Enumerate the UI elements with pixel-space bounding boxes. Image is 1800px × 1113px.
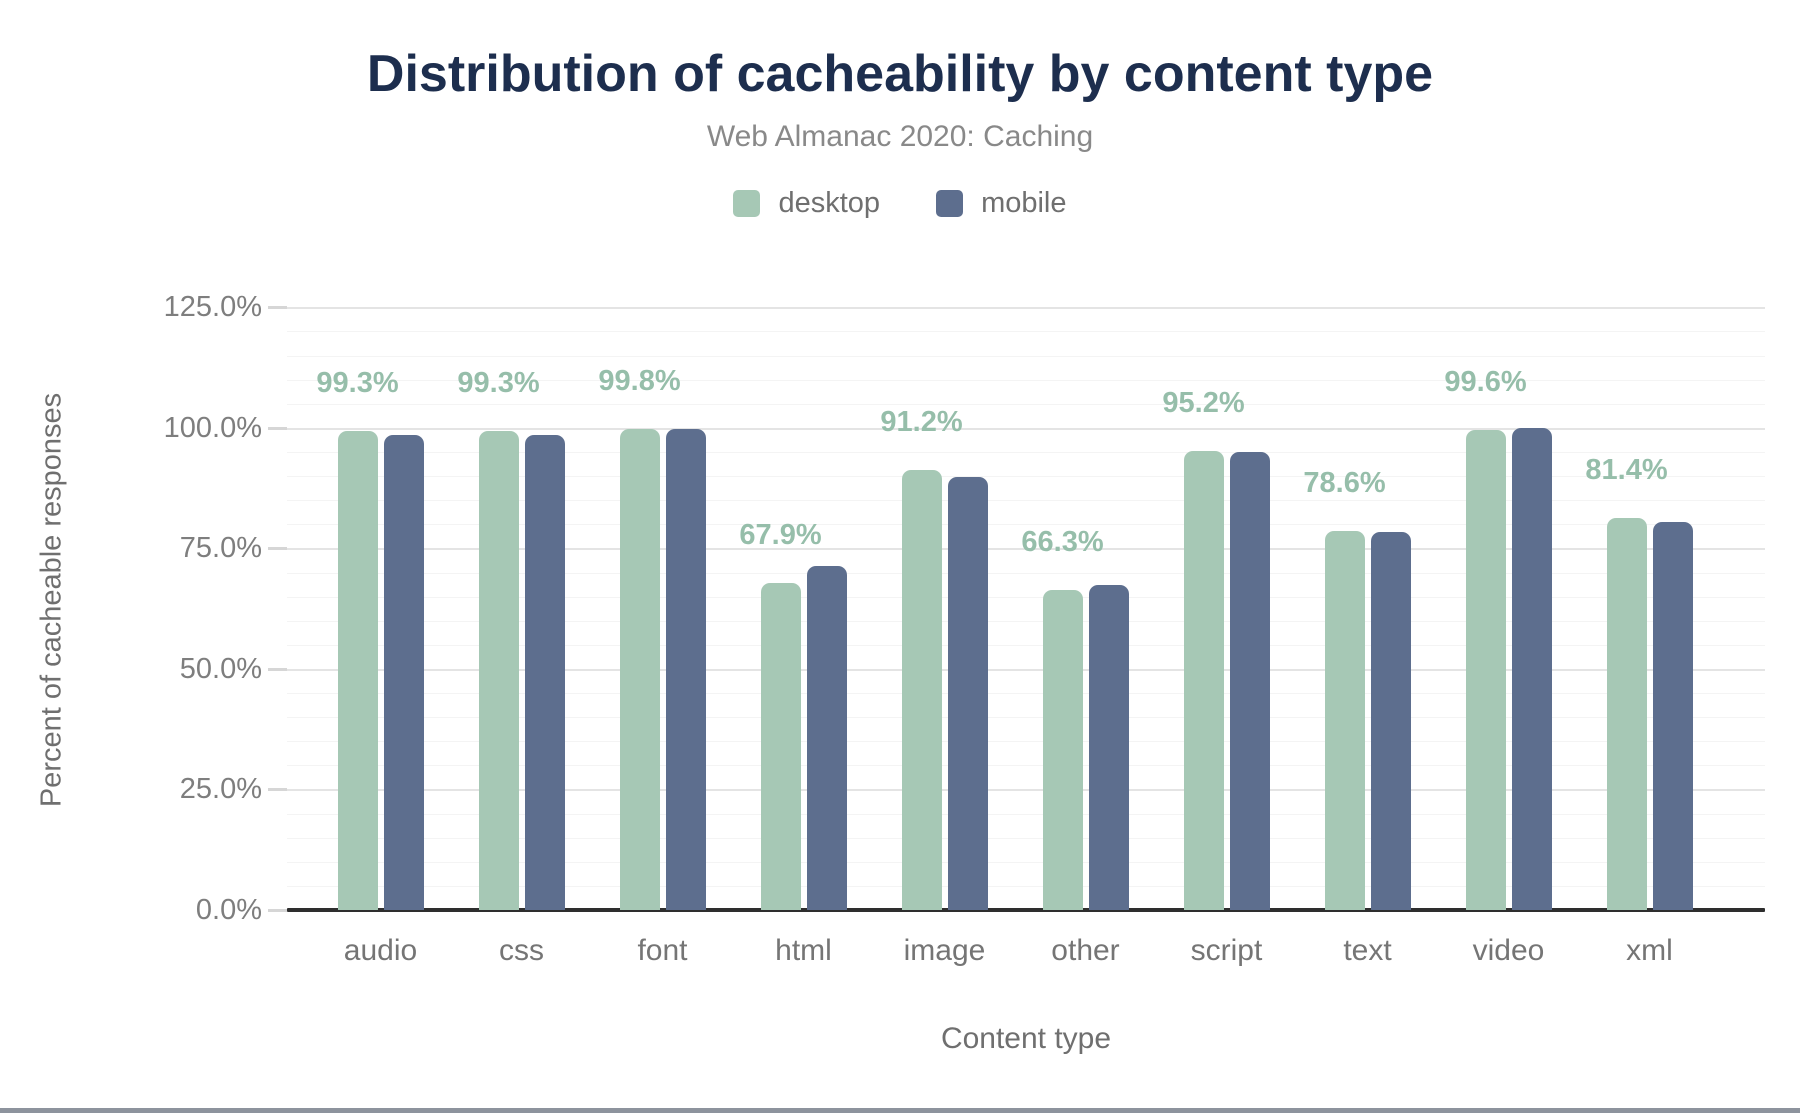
bar-value-label-other: 66.3% — [1021, 526, 1104, 559]
gridline-major — [287, 307, 1765, 310]
legend-label-mobile: mobile — [981, 186, 1067, 219]
bar-value-label-audio: 99.3% — [316, 367, 399, 400]
bar-mobile-image — [947, 477, 988, 910]
gridline-minor — [287, 524, 1765, 526]
bar-mobile-text — [1370, 531, 1411, 910]
gridline-minor — [287, 693, 1765, 695]
x-axis-line — [287, 908, 1765, 912]
gridline-minor — [287, 403, 1765, 405]
gridline-minor — [287, 644, 1765, 646]
gridline-major — [287, 789, 1765, 792]
legend-item-desktop: desktop — [733, 187, 880, 220]
bar-value-label-image: 91.2% — [880, 406, 963, 439]
x-tick-label-css: css — [499, 934, 544, 967]
bar-desktop-other — [1042, 590, 1083, 910]
y-tick-mark — [268, 547, 287, 551]
bar-value-label-html: 67.9% — [739, 518, 822, 551]
y-tick-mark — [268, 788, 287, 792]
gridline-minor — [287, 379, 1765, 381]
gridline-major — [287, 427, 1765, 430]
bar-value-label-font: 99.8% — [598, 364, 681, 397]
gridline-minor — [287, 596, 1765, 598]
y-tick-label: 125.0% — [163, 291, 262, 324]
bar-mobile-html — [806, 566, 847, 910]
bar-desktop-css — [478, 431, 519, 910]
gridline-minor — [287, 861, 1765, 863]
bar-mobile-css — [524, 434, 565, 910]
legend-label-desktop: desktop — [778, 186, 881, 219]
chart-title: Distribution of cacheability by content … — [366, 45, 1434, 103]
chart-subtitle: Web Almanac 2020: Caching — [706, 120, 1094, 153]
gridline-minor — [287, 355, 1765, 357]
bar-mobile-audio — [383, 434, 424, 910]
y-tick-mark — [268, 909, 287, 912]
y-tick-mark — [268, 306, 287, 310]
bar-value-label-xml: 81.4% — [1585, 453, 1668, 486]
y-tick-label: 0.0% — [195, 894, 262, 926]
y-axis-title-text: Percent of cacheable responses — [35, 392, 68, 808]
legend-swatch-desktop — [733, 189, 761, 217]
x-tick-label-audio: audio — [343, 934, 418, 967]
gridline-minor — [287, 765, 1765, 767]
gridline-minor — [287, 476, 1765, 478]
bar-desktop-image — [901, 470, 942, 910]
x-tick-label-html: html — [775, 934, 832, 967]
bar-desktop-audio — [337, 431, 378, 910]
x-tick-label-xml: xml — [1626, 934, 1673, 967]
gridline-minor — [287, 620, 1765, 622]
bar-desktop-video — [1465, 429, 1506, 910]
y-tick-mark — [268, 667, 287, 671]
gridline-minor — [287, 717, 1765, 719]
y-tick-mark — [268, 426, 287, 430]
legend-item-mobile: mobile — [936, 186, 1067, 220]
bar-desktop-xml — [1606, 517, 1647, 910]
x-tick-label-image: image — [903, 934, 986, 967]
gridline-minor — [287, 331, 1765, 333]
x-tick-label-script: script — [1190, 934, 1263, 967]
bar-mobile-xml — [1652, 522, 1693, 910]
bottom-border — [0, 1108, 1800, 1113]
gridline-minor — [287, 837, 1765, 839]
bar-desktop-font — [619, 428, 660, 910]
x-tick-label-font: font — [637, 934, 688, 967]
y-tick-label: 25.0% — [179, 773, 262, 806]
x-axis-title: Content type — [940, 1022, 1112, 1055]
bar-desktop-text — [1324, 531, 1365, 910]
plot-area — [287, 290, 1765, 912]
gridline-minor — [287, 500, 1765, 502]
bar-mobile-video — [1511, 428, 1552, 910]
legend-swatch-mobile — [936, 189, 964, 217]
legend: desktop mobile — [0, 186, 1800, 220]
x-tick-label-video: video — [1472, 934, 1545, 967]
bar-mobile-other — [1088, 584, 1129, 910]
gridline-minor — [287, 451, 1765, 453]
x-tick-label-text: text — [1343, 934, 1392, 967]
bar-desktop-html — [760, 582, 801, 910]
y-tick-label: 100.0% — [163, 411, 262, 444]
y-tick-label: 75.0% — [179, 532, 262, 565]
gridline-minor — [287, 741, 1765, 743]
bar-mobile-script — [1229, 451, 1270, 910]
y-tick-label: 50.0% — [179, 652, 262, 685]
gridline-major — [287, 668, 1765, 671]
gridline-minor — [287, 572, 1765, 574]
bar-value-label-css: 99.3% — [457, 367, 540, 400]
bar-value-label-text: 78.6% — [1303, 467, 1386, 500]
gridline-major — [287, 548, 1765, 551]
gridline-minor — [287, 885, 1765, 887]
gridline-minor — [287, 813, 1765, 815]
bar-value-label-script: 95.2% — [1162, 387, 1245, 420]
x-tick-label-other: other — [1051, 934, 1120, 967]
bar-desktop-script — [1183, 451, 1224, 910]
bar-value-label-video: 99.6% — [1444, 365, 1527, 398]
bar-mobile-font — [665, 429, 706, 910]
